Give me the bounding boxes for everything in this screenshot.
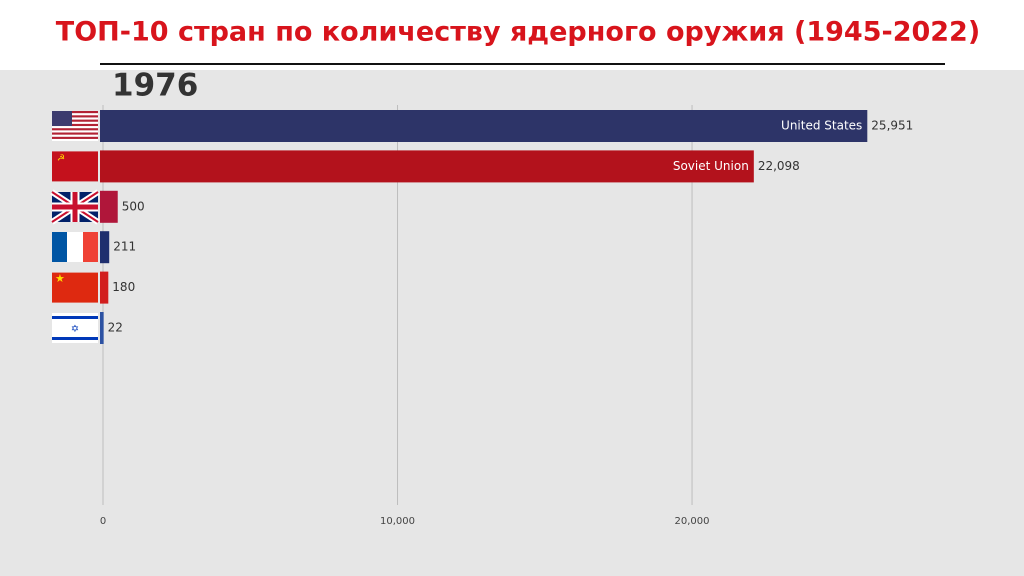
flag-cross bbox=[52, 192, 98, 222]
bar-label: Soviet Union bbox=[673, 159, 749, 173]
flag-stripe bbox=[52, 136, 98, 139]
flag-bg bbox=[52, 272, 98, 303]
flag-stripe bbox=[52, 132, 98, 135]
flag-band bbox=[83, 232, 98, 262]
value-label: 25,951 bbox=[871, 119, 913, 133]
flag bbox=[50, 189, 100, 225]
flag-bg bbox=[52, 151, 98, 182]
bar bbox=[100, 312, 104, 344]
year-label: 1976 bbox=[112, 68, 198, 104]
flag bbox=[52, 232, 98, 262]
flag-stripe bbox=[52, 123, 98, 127]
value-label: 211 bbox=[113, 240, 136, 254]
flag-emblem: ☭ bbox=[57, 154, 65, 164]
flag-star: ✡ bbox=[71, 324, 79, 335]
x-tick-label: 0 bbox=[100, 516, 106, 527]
flag-band bbox=[67, 232, 83, 262]
flag-stripe bbox=[52, 337, 98, 340]
bar bbox=[100, 190, 118, 223]
bar bbox=[100, 271, 109, 304]
bar bbox=[100, 150, 754, 183]
flag: ★ bbox=[52, 272, 98, 303]
flag: ☭ bbox=[52, 151, 98, 182]
bar bbox=[100, 231, 110, 264]
flag-stripe bbox=[52, 115, 98, 118]
bar-label: United States bbox=[781, 119, 862, 133]
value-label: 22 bbox=[108, 321, 123, 335]
flag-stripe bbox=[52, 316, 98, 319]
bar bbox=[100, 110, 868, 142]
flag-star: ★ bbox=[55, 272, 65, 285]
flag-canton bbox=[52, 111, 72, 126]
flag-stripe bbox=[52, 111, 98, 114]
value-label: 180 bbox=[112, 280, 135, 294]
flag bbox=[52, 111, 98, 141]
chart-title: ТОП-10 стран по количеству ядерного оруж… bbox=[56, 17, 980, 48]
value-label: 500 bbox=[122, 199, 145, 213]
flag-stripe bbox=[52, 119, 98, 122]
title-band bbox=[0, 0, 1024, 70]
flag-band bbox=[52, 232, 67, 262]
x-tick-label: 10,000 bbox=[380, 516, 415, 527]
flag: ✡ bbox=[52, 313, 98, 343]
x-tick-label: 20,000 bbox=[675, 516, 710, 527]
value-label: 22,098 bbox=[758, 159, 800, 173]
flag-stripe bbox=[52, 128, 98, 131]
